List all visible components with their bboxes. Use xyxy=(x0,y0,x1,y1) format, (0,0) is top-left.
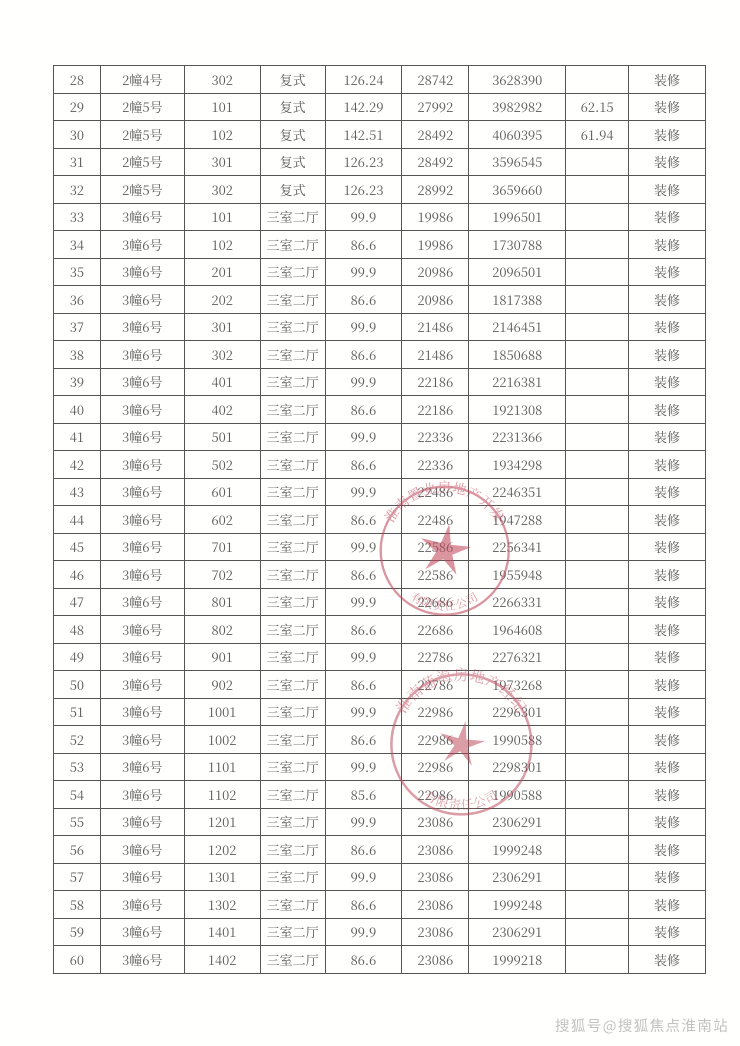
svg-text:淮南置业房地产开发: 淮南置业房地产开发 xyxy=(379,479,511,526)
svg-text:淮南蓝海房地产经纪: 淮南蓝海房地产经纪 xyxy=(390,666,531,717)
